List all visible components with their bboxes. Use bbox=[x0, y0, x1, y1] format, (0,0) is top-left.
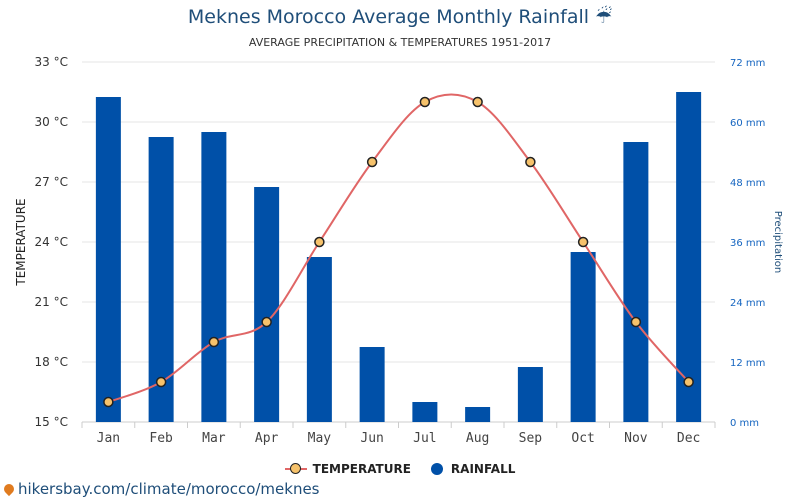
y2-tick-label: 36 mm bbox=[730, 238, 765, 249]
y2-axis-ticks: 0 mm 12 mm 24 mm 36 mm 48 mm 60 mm 72 mm bbox=[730, 58, 765, 429]
y-tick-label: 30 °C bbox=[35, 115, 68, 129]
temperature-point bbox=[103, 396, 114, 408]
legend-item-rainfall[interactable]: RAINFALL bbox=[430, 462, 516, 476]
x-tick-label: Jan bbox=[97, 431, 120, 446]
temperature-line bbox=[108, 93, 690, 403]
y-axis-label: TEMPERATURE bbox=[14, 198, 28, 286]
y-tick-label: 33 °C bbox=[35, 55, 68, 69]
y2-tick-label: 12 mm bbox=[730, 358, 765, 369]
temperature-point bbox=[577, 236, 589, 248]
x-tick-label: Mar bbox=[202, 431, 226, 446]
x-tick-label: Oct bbox=[571, 431, 594, 446]
rainfall-bar bbox=[359, 347, 385, 422]
legend-label-rainfall: RAINFALL bbox=[450, 462, 516, 476]
y-tick-label: 24 °C bbox=[35, 235, 68, 249]
temperature-line-path bbox=[108, 93, 690, 403]
x-axis-ticks: Jan Feb Mar Apr May Jun Jul Aug Sep Oct Nov Dec bbox=[97, 431, 701, 446]
temperature-point bbox=[630, 316, 642, 328]
y2-tick-label: 60 mm bbox=[730, 118, 765, 129]
y-tick-label: 18 °C bbox=[35, 355, 68, 369]
y-tick-label: 27 °C bbox=[35, 175, 68, 189]
y2-axis-label: Precipitation bbox=[772, 211, 783, 274]
x-tick-label: Aug bbox=[466, 431, 489, 446]
x-tick-label: Sep bbox=[519, 431, 543, 446]
legend: TEMPERATURE RAINFALL bbox=[0, 462, 800, 476]
legend-label-temperature: TEMPERATURE bbox=[312, 462, 411, 476]
y2-tick-label: 72 mm bbox=[730, 58, 765, 69]
chart-subtitle: AVERAGE PRECIPITATION & TEMPERATURES 195… bbox=[248, 36, 552, 49]
y-axis-ticks: 15 °C 18 °C 21 °C 24 °C 27 °C 30 °C 33 °C bbox=[35, 55, 68, 429]
rainfall-bar bbox=[201, 132, 227, 422]
temperature-point bbox=[208, 336, 220, 348]
y2-tick-label: 24 mm bbox=[730, 298, 765, 309]
x-tick-label: Apr bbox=[255, 431, 279, 446]
temperature-point bbox=[472, 96, 483, 108]
x-tick-label: Jul bbox=[413, 431, 436, 446]
source-link[interactable]: hikersbay.com/climate/morocco/meknes bbox=[1, 480, 320, 498]
temperature-point bbox=[155, 376, 167, 388]
x-tick-label: Jun bbox=[360, 431, 383, 446]
temperature-point bbox=[525, 156, 536, 168]
y2-tick-label: 48 mm bbox=[730, 178, 765, 189]
chart: 15 °C 18 °C 21 °C 24 °C 27 °C 30 °C 33 °C 0 mm… bbox=[14, 55, 783, 446]
rainfall-bar bbox=[254, 187, 280, 422]
chart-title: Meknes Morocco Average Monthly Rainfall … bbox=[187, 6, 613, 28]
rainfall-bar bbox=[148, 137, 174, 422]
legend-item-temperature[interactable]: TEMPERATURE bbox=[284, 462, 411, 476]
rainfall-bar bbox=[306, 257, 332, 422]
rainfall-bar bbox=[412, 402, 438, 422]
temperature-point bbox=[314, 236, 325, 248]
y2-tick-label: 0 mm bbox=[730, 418, 759, 429]
rainfall-bar bbox=[95, 97, 121, 422]
map-pin-icon bbox=[1, 481, 17, 497]
rainfall-bar bbox=[623, 142, 649, 422]
rainfall-bar bbox=[570, 252, 596, 422]
rainfall-bars bbox=[95, 92, 702, 422]
y-tick-label: 21 °C bbox=[35, 295, 68, 309]
x-tick-label: Dec bbox=[677, 431, 700, 446]
line-marker-icon bbox=[284, 463, 307, 475]
grid-lines bbox=[81, 61, 716, 428]
y-tick-label: 15 °C bbox=[35, 415, 68, 429]
dot-marker-icon bbox=[430, 463, 443, 475]
rainfall-bar bbox=[465, 407, 491, 422]
x-tick-label: Nov bbox=[624, 431, 648, 446]
x-tick-label: May bbox=[308, 431, 332, 446]
temperature-point bbox=[683, 376, 694, 388]
source-link-text: hikersbay.com/climate/morocco/meknes bbox=[18, 480, 320, 498]
temperature-point bbox=[366, 156, 378, 168]
rainfall-bar bbox=[517, 367, 543, 422]
temperature-point bbox=[419, 96, 431, 108]
temperature-points bbox=[103, 96, 694, 408]
x-tick-label: Feb bbox=[149, 431, 173, 446]
rainfall-bar bbox=[676, 92, 702, 422]
temperature-point bbox=[261, 316, 272, 328]
